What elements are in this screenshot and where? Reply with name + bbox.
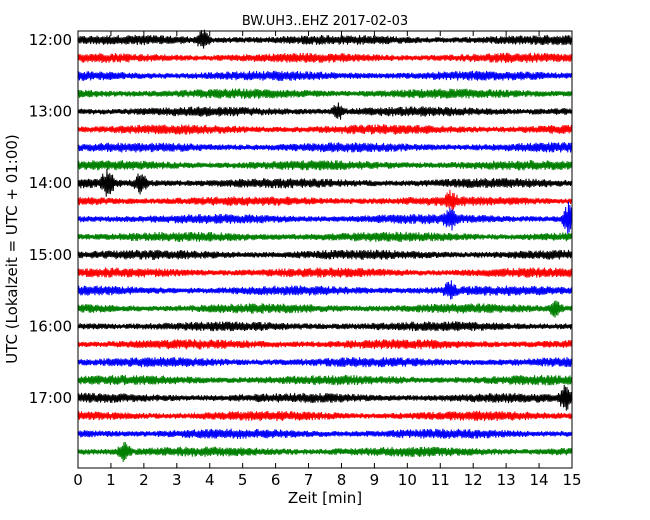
- x-tick-label-2: 2: [139, 471, 149, 489]
- y-tick-label-4: 16:00: [29, 317, 72, 335]
- x-tick-label-11: 11: [431, 471, 450, 489]
- trace-line-18: [77, 357, 573, 368]
- trace-line-17: [77, 339, 573, 350]
- trace-line-4: [77, 102, 573, 120]
- trace-line-5: [77, 124, 573, 135]
- x-tick-label-10: 10: [398, 471, 417, 489]
- y-axis: 12:00 13:00 14:00 15:00 16:00 17:00: [29, 31, 572, 407]
- x-axis: 0 1 2 3 4 5 6 7 8 9 10 11 12 13 14 15: [73, 31, 582, 489]
- trace-line-22: [77, 428, 573, 440]
- y-tick-label-2: 14:00: [29, 174, 72, 192]
- x-tick-label-6: 6: [271, 471, 281, 489]
- trace-line-23: [77, 442, 573, 463]
- trace-line-19: [77, 374, 573, 386]
- plot-frame: [77, 30, 573, 469]
- trace-line-15: [77, 300, 573, 318]
- y-tick-label-1: 13:00: [29, 103, 72, 121]
- trace-line-9: [77, 189, 573, 211]
- x-tick-label-0: 0: [73, 471, 83, 489]
- trace-line-6: [77, 142, 573, 153]
- y-tick-label-5: 17:00: [29, 389, 72, 407]
- x-tick-label-15: 15: [562, 471, 581, 489]
- x-tick-label-5: 5: [238, 471, 248, 489]
- chart-title: BW.UH3..EHZ 2017-02-03: [242, 14, 408, 29]
- trace-line-13: [77, 267, 573, 278]
- trace-line-2: [77, 70, 573, 81]
- x-axis-label: Zeit [min]: [288, 489, 362, 507]
- trace-line-0: [77, 29, 573, 49]
- trace-line-14: [77, 280, 573, 300]
- y-tick-label-0: 12:00: [29, 31, 72, 49]
- x-tick-label-12: 12: [464, 471, 483, 489]
- trace-line-11: [77, 231, 573, 243]
- x-tick-label-7: 7: [304, 471, 314, 489]
- x-tick-label-3: 3: [172, 471, 182, 489]
- trace-line-10: [77, 201, 573, 234]
- trace-line-1: [77, 52, 573, 64]
- x-tick-label-8: 8: [337, 471, 347, 489]
- y-axis-label: UTC (Lokalzeit = UTC + 01:00): [3, 134, 21, 364]
- x-tick-label-1: 1: [106, 471, 116, 489]
- x-tick-label-4: 4: [205, 471, 215, 489]
- x-tick-label-13: 13: [497, 471, 516, 489]
- trace-line-7: [77, 160, 573, 171]
- trace-group: [77, 29, 573, 463]
- y-tick-label-3: 15:00: [29, 246, 72, 264]
- trace-line-16: [77, 321, 573, 332]
- trace-line-8: [77, 168, 573, 197]
- x-tick-label-9: 9: [370, 471, 380, 489]
- trace-line-3: [77, 88, 573, 99]
- x-tick-label-14: 14: [530, 471, 549, 489]
- trace-line-21: [77, 410, 573, 422]
- trace-line-20: [77, 385, 573, 411]
- trace-line-12: [77, 249, 573, 261]
